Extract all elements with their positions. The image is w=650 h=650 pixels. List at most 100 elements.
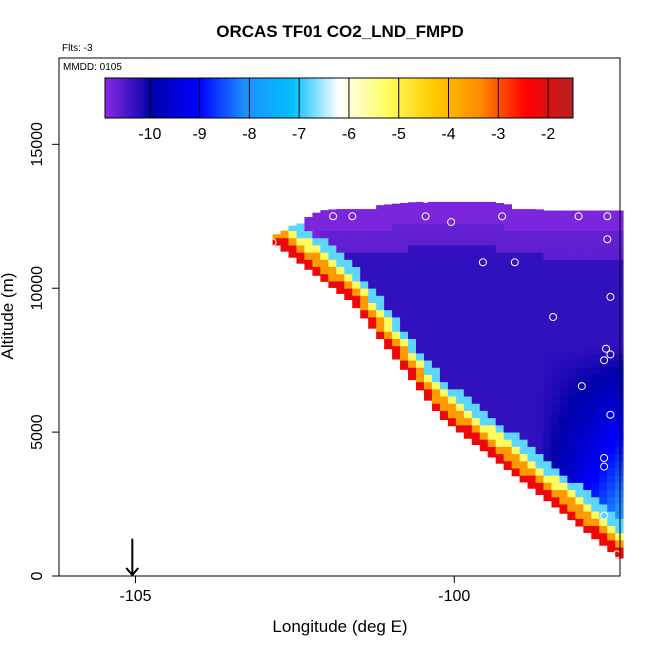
heatmap-cell <box>495 381 505 390</box>
heatmap-cell <box>575 439 584 447</box>
colorbar-tick-label: -4 <box>441 126 455 143</box>
heatmap-cell <box>392 266 401 275</box>
colorbar-tick-label: -5 <box>392 126 406 143</box>
heatmap-cell <box>599 511 608 519</box>
heatmap-cell <box>360 309 369 318</box>
heatmap-cell <box>503 381 513 390</box>
heatmap-cell <box>543 252 552 260</box>
heatmap-cell <box>336 259 345 268</box>
heatmap-cell <box>591 266 600 275</box>
heatmap-cell <box>487 281 497 289</box>
heatmap-cell <box>535 245 544 253</box>
heatmap-cell <box>416 281 425 289</box>
heatmap-cell <box>479 295 489 304</box>
heatmap-cell <box>400 252 409 260</box>
heatmap-cell <box>527 446 536 455</box>
heatmap-cell <box>535 237 544 246</box>
heatmap-cell <box>312 230 321 239</box>
heatmap-cell <box>360 216 369 224</box>
heatmap-cell <box>607 252 616 260</box>
heatmap-cell <box>416 324 425 332</box>
heatmap-cell <box>607 216 616 224</box>
heatmap-cell <box>615 453 624 462</box>
heatmap-cell <box>615 432 624 440</box>
heatmap-cell <box>408 237 417 246</box>
heatmap-cell <box>431 403 441 411</box>
heatmap-cell <box>583 352 592 361</box>
heatmap-cell <box>583 381 592 390</box>
heatmap-cell <box>439 245 449 253</box>
heatmap-cell <box>527 237 536 246</box>
heatmap-cell <box>352 302 361 309</box>
heatmap-cell <box>511 266 520 275</box>
heatmap-cell <box>543 237 552 246</box>
heatmap-cell <box>503 403 513 411</box>
heatmap-cell <box>447 273 457 282</box>
heatmap-cell <box>591 331 600 339</box>
heatmap-cell <box>511 338 520 347</box>
heatmap-cell <box>607 302 616 311</box>
heatmap-cell <box>344 273 353 282</box>
heatmap-cell <box>519 360 528 368</box>
heatmap-cell <box>519 295 528 304</box>
heatmap-cell <box>511 295 520 304</box>
heatmap-cell <box>519 352 528 361</box>
heatmap-cell <box>352 288 361 296</box>
heatmap-cell <box>519 439 528 447</box>
heatmap-cell <box>551 360 560 368</box>
heatmap-cell <box>615 288 624 296</box>
heatmap-cell <box>487 295 497 304</box>
heatmap-cell <box>447 295 457 304</box>
heatmap-cell <box>416 209 425 217</box>
heatmap-cell <box>535 209 544 217</box>
heatmap-cell <box>495 374 505 383</box>
heatmap-cell <box>607 460 616 469</box>
heatmap-cell <box>400 266 409 275</box>
heatmap-cell <box>607 496 616 505</box>
heatmap-cell <box>471 317 481 325</box>
heatmap-cell <box>575 324 584 332</box>
heatmap-cell <box>400 273 409 282</box>
heatmap-cell <box>495 345 505 354</box>
y-tick-label: 15000 <box>29 122 46 167</box>
heatmap-cell <box>423 381 433 390</box>
heatmap-cell <box>463 381 473 390</box>
heatmap-cell <box>583 345 592 354</box>
heatmap-cell <box>535 352 544 361</box>
heatmap-cell <box>439 410 449 419</box>
heatmap-cell <box>304 230 313 239</box>
heatmap-cell <box>535 410 544 419</box>
heatmap-cell <box>455 309 465 318</box>
heatmap-cell <box>543 273 552 282</box>
heatmap-cell <box>503 317 513 325</box>
heatmap-cell <box>559 410 568 419</box>
flight-point <box>600 511 609 520</box>
heatmap-cell <box>360 209 369 217</box>
heatmap-cell <box>471 288 481 296</box>
heatmap-cell <box>392 309 401 318</box>
heatmap-cell <box>431 309 441 318</box>
heatmap-cell <box>392 216 401 224</box>
heatmap-cell <box>352 266 361 275</box>
heatmap-cell <box>591 532 600 540</box>
heatmap-cell <box>535 345 544 354</box>
heatmap-cell <box>423 396 433 401</box>
heatmap-cell <box>336 252 345 260</box>
heatmap-cell <box>392 331 401 339</box>
heatmap-cell <box>360 223 369 232</box>
flight-point <box>600 454 609 462</box>
heatmap-cell <box>567 518 576 521</box>
heatmap-cell <box>519 460 528 469</box>
heatmap-cell <box>615 496 624 505</box>
heatmap-cell <box>575 309 584 318</box>
heatmap-cell <box>519 273 528 282</box>
heatmap-cell <box>400 288 409 296</box>
heatmap-cell <box>392 317 401 325</box>
heatmap-cell <box>487 302 497 311</box>
heatmap-cell <box>400 237 409 246</box>
heatmap-cell <box>368 252 377 260</box>
heatmap-cell <box>376 245 385 253</box>
heatmap-cell <box>447 230 457 239</box>
heatmap-cell <box>503 345 513 354</box>
heatmap-cell <box>615 345 624 354</box>
